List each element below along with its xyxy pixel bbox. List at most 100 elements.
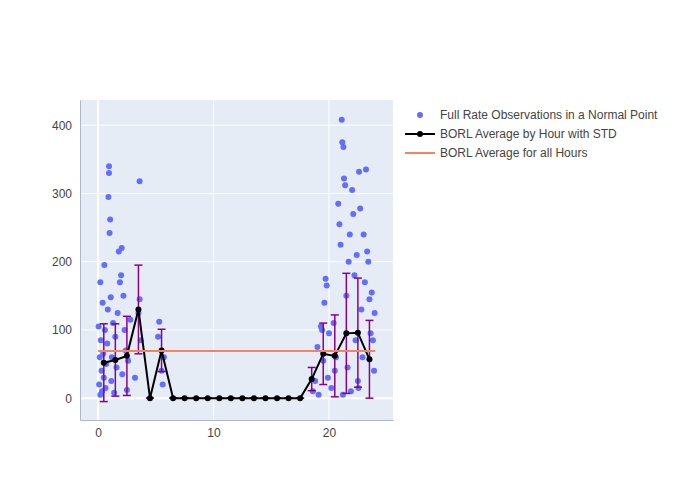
line-marker	[274, 395, 280, 401]
error-bar	[331, 315, 339, 397]
line-marker	[112, 357, 118, 363]
scatter-point	[119, 371, 125, 377]
scatter-point	[372, 310, 378, 316]
tick-label: 300	[52, 187, 72, 201]
error-bar-cap	[331, 314, 339, 316]
error-bar-cap	[100, 323, 108, 325]
legend-item: BORL Average for all Hours	[405, 146, 587, 160]
scatter-point	[156, 319, 162, 325]
scatter-point	[323, 276, 329, 282]
scatter-point	[105, 306, 111, 312]
line	[98, 350, 375, 352]
scatter-point	[108, 294, 114, 300]
scatter-point	[344, 364, 350, 370]
scatter-point	[349, 187, 355, 193]
error-bar-cap	[342, 393, 350, 395]
error-bar-cap	[100, 401, 108, 403]
scatter-point	[106, 170, 112, 176]
tick: 10	[207, 420, 221, 440]
scatter-point	[98, 337, 104, 343]
scatter-point	[107, 216, 113, 222]
tick-label: 400	[52, 119, 72, 133]
tick: 20	[323, 420, 337, 440]
error-bar-cap	[111, 323, 119, 325]
legend-marker	[417, 112, 423, 118]
scatter-point	[358, 306, 364, 312]
series-1	[100, 265, 374, 401]
marks	[96, 117, 378, 402]
line-marker	[343, 330, 349, 336]
line-marker	[170, 395, 176, 401]
error-bar	[100, 324, 108, 402]
error-bar-cap	[134, 353, 142, 355]
scatter-point	[354, 252, 360, 258]
line-marker	[297, 395, 303, 401]
legend: Full Rate Observations in a Normal Point…	[405, 108, 658, 160]
series-2	[98, 351, 375, 352]
error-bar-cap	[158, 329, 166, 331]
x-axis: 0 10 20	[81, 420, 394, 440]
line-marker	[147, 395, 153, 401]
scatter-point	[127, 317, 133, 323]
scatter-point	[336, 221, 342, 227]
scatter-point	[102, 327, 108, 333]
line-marker	[216, 395, 222, 401]
legend-label: BORL Average by Hour with STD	[440, 127, 617, 141]
error-bar-cap	[354, 277, 362, 279]
scatter-point	[346, 259, 352, 265]
scatter-point	[325, 375, 331, 381]
grid-line-y	[80, 193, 393, 194]
error-bar-cap	[354, 386, 362, 388]
error-bar-cap	[123, 395, 131, 397]
tick: 200	[52, 255, 80, 269]
scatter-point	[100, 300, 106, 306]
scatter-point	[357, 205, 363, 211]
scatter-point	[356, 169, 362, 175]
scatter-point	[96, 382, 102, 388]
line-marker	[124, 353, 130, 359]
tick: 300	[52, 187, 80, 201]
scatter-point	[326, 330, 332, 336]
scatter-point	[340, 144, 346, 150]
line-marker	[182, 395, 188, 401]
line-marker	[205, 395, 211, 401]
legend-marker	[417, 131, 423, 137]
scatter-point	[335, 201, 341, 207]
error-bar-cap	[319, 322, 327, 324]
line-marker	[228, 395, 234, 401]
scatter-point	[117, 279, 123, 285]
line-marker	[366, 356, 372, 362]
error-bar	[354, 278, 362, 387]
scatter-point	[107, 230, 113, 236]
scatter-point	[342, 182, 348, 188]
scatter-point	[338, 242, 344, 248]
scatter-point	[314, 344, 320, 350]
tick: 0	[95, 420, 102, 440]
error-bar-cap	[134, 264, 142, 266]
scatter-point	[155, 334, 161, 340]
scatter-point	[108, 378, 114, 384]
scatter-point	[362, 279, 368, 285]
error-bar	[365, 320, 373, 398]
grid	[80, 100, 393, 420]
tick-label: 200	[52, 255, 72, 269]
series-0	[96, 117, 378, 398]
scatter-point	[369, 289, 375, 295]
error-bar	[319, 323, 327, 384]
tick: 100	[52, 323, 80, 337]
legend-item: BORL Average by Hour with STD	[405, 127, 617, 141]
chart: 010200100200300400Full Rate Observations…	[0, 0, 700, 500]
axis-line	[80, 101, 81, 421]
grid-line-x	[213, 100, 214, 420]
scatter-point	[113, 364, 119, 370]
tick-label: 10	[207, 426, 221, 440]
scatter-point	[97, 279, 103, 285]
scatter-point	[104, 341, 110, 347]
tick-label: 0	[65, 392, 72, 406]
line-marker	[193, 395, 199, 401]
legend-label: BORL Average for all Hours	[440, 146, 587, 160]
scatter-point	[371, 368, 377, 374]
scatter-point	[101, 262, 107, 268]
scatter-point	[363, 167, 369, 173]
error-bar-cap	[331, 396, 339, 398]
